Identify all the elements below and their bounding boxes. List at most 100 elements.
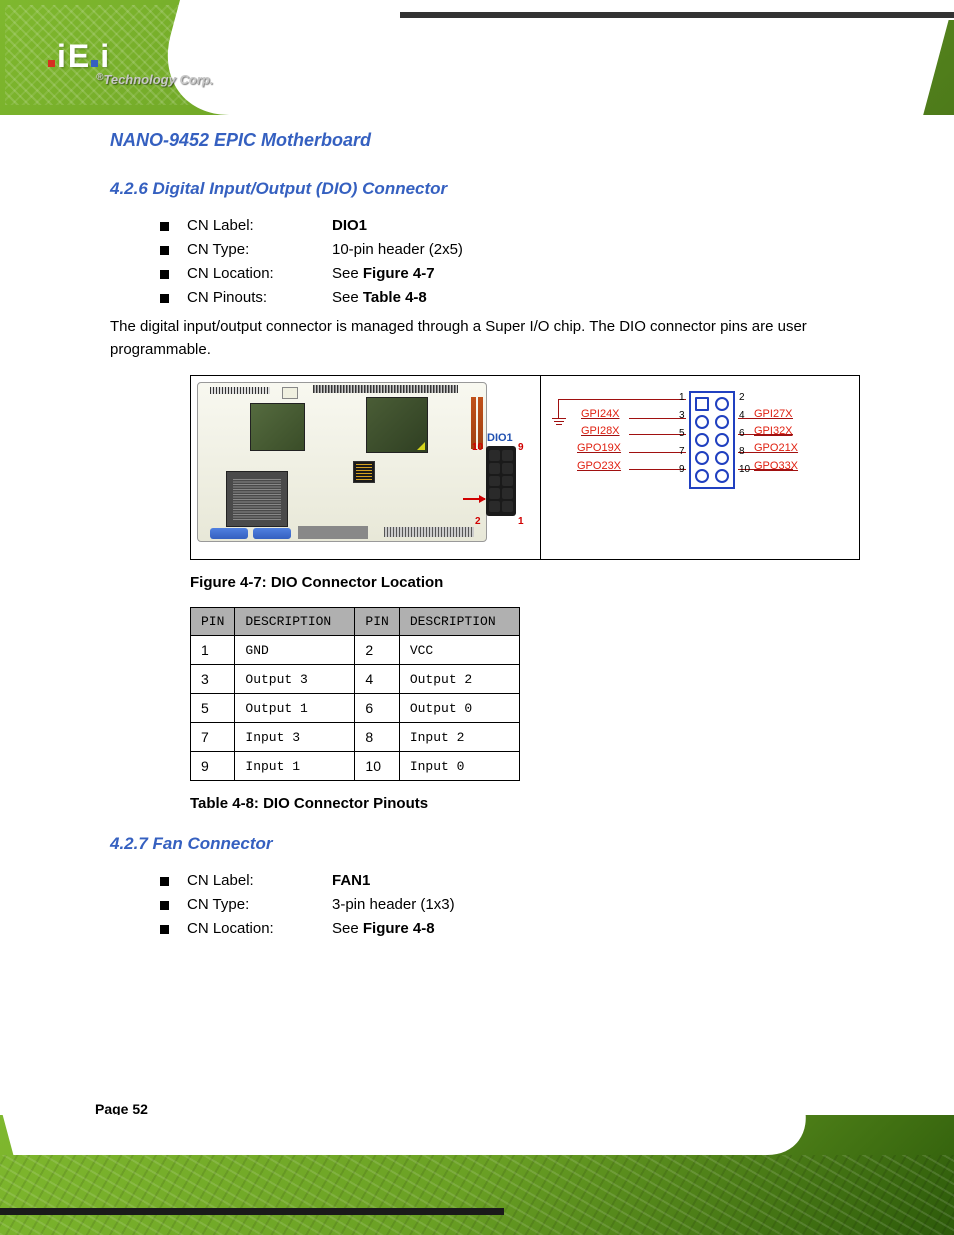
spec-value: 10-pin header (2x5) [332, 241, 463, 258]
tagline-text: Technology Corp. [103, 72, 213, 87]
section-heading-fan: 4.2.7 Fan Connector [110, 834, 864, 854]
logo-letter: E [68, 38, 89, 75]
power-connector-icon [282, 387, 298, 399]
pin-hole-icon [715, 397, 729, 411]
small-chip-icon [353, 461, 375, 483]
pin-wire [629, 469, 686, 470]
table-cell: 5 [191, 694, 235, 723]
table-row: 3 Output 3 4 Output 2 [191, 665, 520, 694]
table-cell: Input 2 [399, 723, 519, 752]
pinout-table: PIN DESCRIPTION PIN DESCRIPTION 1 GND 2 … [190, 607, 520, 781]
chip-icon [366, 397, 428, 453]
spec-item: CN Type: 10-pin header (2x5) [160, 241, 864, 258]
pin-signal-label: GPI32X [754, 425, 793, 437]
table-cell: 9 [191, 752, 235, 781]
spec-item: CN Pinouts: See Table 4-8 [160, 289, 864, 306]
dio-callout-label: DIO1 [487, 432, 513, 444]
page-content: NANO-9452 EPIC Motherboard 4.2.6 Digital… [110, 130, 864, 947]
table-cell: Output 0 [399, 694, 519, 723]
spec-label: CN Type: [187, 896, 332, 913]
table-cell: 3 [191, 665, 235, 694]
spec-value: See Figure 4-7 [332, 265, 435, 282]
pin-hole-icon [715, 433, 729, 447]
figure-pinout-panel: 1 3 5 7 9 2 4 6 8 10 GPI24X GPI28X GPO19… [541, 376, 859, 559]
table-cell: 4 [355, 665, 399, 694]
table-cell: 6 [355, 694, 399, 723]
spec-value: See Figure 4-8 [332, 920, 435, 937]
table-cell: 10 [355, 752, 399, 781]
spec-value: FAN1 [332, 872, 370, 889]
table-cell: Output 3 [235, 665, 355, 694]
header-banner: i E i ®Technology Corp. [0, 0, 954, 115]
pin-number: 8 [739, 446, 745, 457]
table-cell: 2 [355, 636, 399, 665]
pin-hole-icon [715, 451, 729, 465]
pin-hole-icon [695, 469, 709, 483]
table-header: DESCRIPTION [235, 608, 355, 636]
pin-signal-label: GPO33X [754, 460, 798, 472]
bullet-square-icon [160, 294, 169, 303]
pin-hole-icon [715, 469, 729, 483]
table-caption: Table 4-8: DIO Connector Pinouts [190, 795, 864, 812]
spec-label: CN Type: [187, 241, 332, 258]
spec-label: CN Pinouts: [187, 289, 332, 306]
table-row: 5 Output 1 6 Output 0 [191, 694, 520, 723]
pin-number: 6 [739, 428, 745, 439]
table-row: 1 GND 2 VCC [191, 636, 520, 665]
pin-number: 10 [739, 464, 750, 475]
logo-letter: i [57, 38, 66, 75]
bullet-square-icon [160, 246, 169, 255]
table-header: DESCRIPTION [399, 608, 519, 636]
spec-value: See Table 4-8 [332, 289, 427, 306]
footer-accent-band [0, 1208, 504, 1215]
spec-list-dio: CN Label: DIO1 CN Type: 10-pin header (2… [160, 217, 864, 306]
pin-signal-label: GPO19X [577, 442, 621, 454]
pin-signal-label: GPI27X [754, 408, 793, 420]
pin-corner-num: 10 [472, 442, 483, 453]
bullet-square-icon [160, 901, 169, 910]
pin-wire [629, 434, 686, 435]
vga-port-icon [210, 528, 248, 539]
table-cell: Input 0 [399, 752, 519, 781]
arrow-icon [463, 498, 485, 500]
usb-ports-icon [298, 526, 368, 539]
spec-value: DIO1 [332, 217, 367, 234]
table-cell: Output 2 [399, 665, 519, 694]
pin-number: 3 [679, 410, 685, 421]
footer-pcb-texture [0, 1155, 954, 1235]
pin-corner-num: 9 [518, 442, 524, 453]
figure-board-panel: DIO1 10 9 2 1 [191, 376, 541, 559]
table-cell: GND [235, 636, 355, 665]
dio-header-closeup [486, 446, 516, 516]
spec-item: CN Label: DIO1 [160, 217, 864, 234]
figure-dio-location: DIO1 10 9 2 1 [190, 375, 860, 560]
logo-letter: i [100, 38, 109, 75]
bullet-square-icon [160, 270, 169, 279]
logo-tagline: ®Technology Corp. [96, 72, 213, 87]
table-cell: 7 [191, 723, 235, 752]
pinout-connector-diagram [689, 391, 735, 489]
spec-label: CN Label: [187, 217, 332, 234]
pin-wire [629, 452, 686, 453]
bullet-square-icon [160, 925, 169, 934]
pin-hole-icon [695, 451, 709, 465]
pin-number: 5 [679, 428, 685, 439]
spec-value: 3-pin header (1x3) [332, 896, 455, 913]
table-header: PIN [355, 608, 399, 636]
table-cell: 1 [191, 636, 235, 665]
table-row: 9 Input 1 10 Input 0 [191, 752, 520, 781]
pin-number: 7 [679, 446, 685, 457]
table-header-row: PIN DESCRIPTION PIN DESCRIPTION [191, 608, 520, 636]
pin-signal-label: GPI28X [581, 425, 620, 437]
table-cell: 8 [355, 723, 399, 752]
ground-wire [558, 399, 686, 400]
motherboard-diagram [197, 382, 487, 542]
spec-item: CN Type: 3-pin header (1x3) [160, 896, 864, 913]
pin-signal-label: GPI24X [581, 408, 620, 420]
logo-dot-icon [91, 60, 98, 67]
spec-item: CN Location: See Figure 4-7 [160, 265, 864, 282]
table-row: 7 Input 3 8 Input 2 [191, 723, 520, 752]
pin-wire [629, 418, 686, 419]
footer-banner [0, 1115, 954, 1235]
pin-hole-icon [715, 415, 729, 429]
